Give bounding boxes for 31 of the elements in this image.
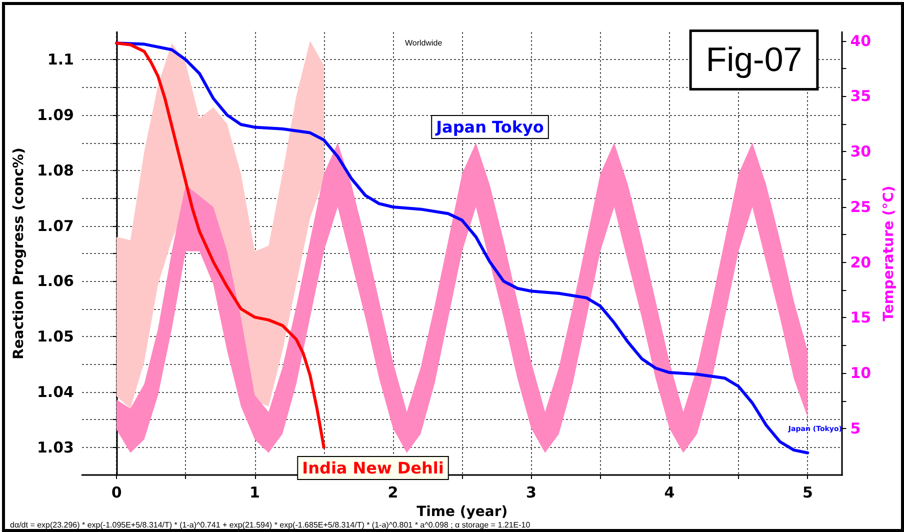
y2-tick-label: 10 xyxy=(850,364,872,382)
y-tick-label: 1.05 xyxy=(36,328,74,346)
y-tick-label: 1.06 xyxy=(36,272,74,290)
y2-tick-label: 5 xyxy=(850,419,861,438)
y2-tick-label: 20 xyxy=(850,253,872,272)
y2-tick-label: 30 xyxy=(850,142,872,161)
y-axis-title: Reaction Progress (conc%) xyxy=(11,148,28,360)
x-tick-label: 2 xyxy=(388,484,398,502)
y-tick-label: 1.08 xyxy=(36,161,74,180)
y-tick-label: 1.09 xyxy=(36,106,74,124)
y-tick-label: 1.07 xyxy=(36,216,74,235)
text: Japan Tokyo xyxy=(435,118,544,136)
annotation: Fig-07 xyxy=(706,41,802,79)
y2-tick-label: 15 xyxy=(850,308,872,327)
x-tick-label: 0 xyxy=(111,484,122,502)
y2-tick-label: 40 xyxy=(850,32,872,50)
y-tick-label: 1.1 xyxy=(47,50,74,69)
y-tick-label: 1.03 xyxy=(36,438,74,456)
x-tick-label: 5 xyxy=(802,484,813,502)
text: Worldwide xyxy=(405,38,443,48)
x-tick-label: 4 xyxy=(664,484,675,502)
x-tick-label: 1 xyxy=(250,484,260,502)
x-axis-title: Time (year) xyxy=(416,504,508,520)
text: dα/dt = exp(23.296) * exp(-1.095E+5/8.314/T) * (1-a)^0.741 + exp(21.594) * exp(-1.685E+5/8.314/T) * (1-a)^0.801 * a^0.098 ; α storage = 1.21E-10 xyxy=(10,520,531,530)
line-series xyxy=(115,42,810,454)
y-tick-label: 1.04 xyxy=(36,382,74,401)
y2-axis-title: Temperature (°C) xyxy=(881,186,897,322)
y2-tick-label: 35 xyxy=(850,87,872,106)
x-tick-label: 3 xyxy=(526,484,536,502)
y2-tick-label: 25 xyxy=(850,198,872,216)
series-label: India New Dehli xyxy=(302,458,444,478)
